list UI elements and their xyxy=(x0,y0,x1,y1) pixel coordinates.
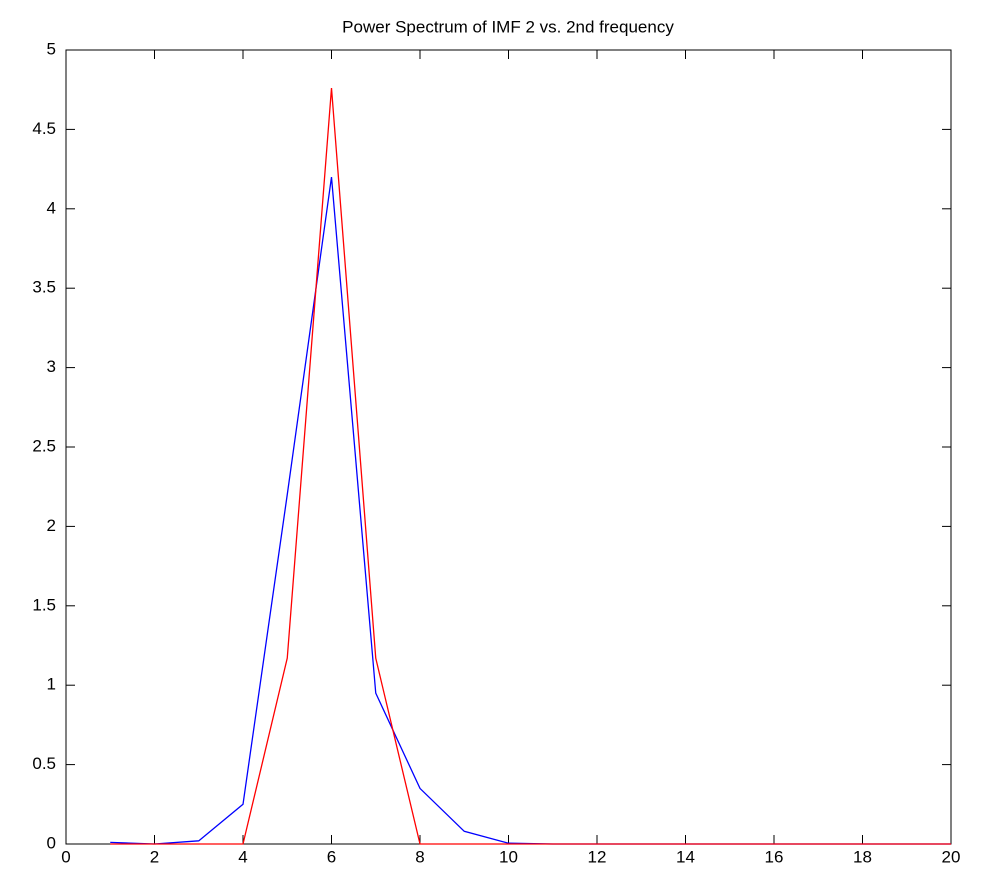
chart-title: Power Spectrum of IMF 2 vs. 2nd frequenc… xyxy=(342,17,674,36)
plot-frame xyxy=(65,49,952,845)
y-tick-label: 3 xyxy=(47,357,56,376)
x-tick-label: 0 xyxy=(61,847,70,866)
x-tick-label: 14 xyxy=(676,847,695,866)
y-tick-label: 4.5 xyxy=(32,119,56,138)
y-tick-label: 5 xyxy=(47,39,56,58)
series-line xyxy=(110,88,951,845)
y-tick-label: 2 xyxy=(47,516,56,535)
x-tick-label: 18 xyxy=(853,847,872,866)
y-tick-label: 1 xyxy=(47,675,56,694)
x-tick-label: 4 xyxy=(238,847,247,866)
x-tick-label: 12 xyxy=(588,847,607,866)
x-tick-label: 6 xyxy=(327,847,336,866)
y-tick-label: 2.5 xyxy=(32,436,56,455)
y-tick-label: 4 xyxy=(47,198,56,217)
y-tick-label: 0 xyxy=(47,833,56,852)
series-line xyxy=(110,176,951,845)
y-tick-label: 1.5 xyxy=(32,595,56,614)
x-tick-label: 20 xyxy=(942,847,961,866)
x-tick-label: 8 xyxy=(415,847,424,866)
x-tick-label: 2 xyxy=(150,847,159,866)
x-tick-label: 10 xyxy=(499,847,518,866)
y-tick-label: 0.5 xyxy=(32,754,56,773)
y-tick-label: 3.5 xyxy=(32,278,56,297)
x-tick-label: 16 xyxy=(765,847,784,866)
